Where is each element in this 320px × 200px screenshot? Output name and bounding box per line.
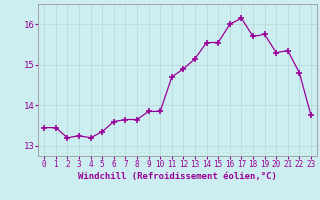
X-axis label: Windchill (Refroidissement éolien,°C): Windchill (Refroidissement éolien,°C) [78, 172, 277, 181]
